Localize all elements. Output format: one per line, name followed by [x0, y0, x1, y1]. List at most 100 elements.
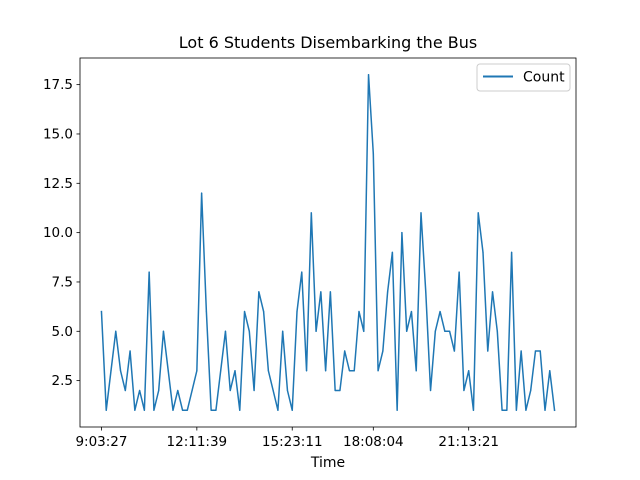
data-point: [353, 370, 355, 372]
data-point: [263, 310, 265, 313]
data-point: [110, 370, 112, 372]
data-point: [339, 389, 341, 392]
legend-box: [476, 63, 571, 92]
y-tick-label: 7.5: [52, 274, 73, 290]
data-point: [205, 310, 207, 313]
data-point: [377, 370, 379, 372]
data-point: [530, 389, 532, 392]
data-point: [387, 291, 389, 293]
data-point: [334, 389, 336, 392]
data-point: [439, 310, 441, 313]
data-point: [472, 409, 475, 411]
x-tick-label: 18:08:04: [343, 434, 404, 450]
data-point: [239, 409, 241, 411]
data-point: [100, 310, 103, 313]
data-point: [501, 409, 503, 411]
x-axis-label: Time: [310, 455, 345, 471]
y-tick-label: 12.5: [43, 176, 73, 192]
chart-title: Lot 6 Students Disembarking the Bus: [179, 33, 477, 52]
data-point: [401, 232, 403, 234]
data-point: [215, 409, 217, 411]
data-point: [429, 389, 432, 392]
data-point: [406, 330, 408, 332]
data-point: [511, 251, 513, 253]
data-point: [224, 330, 227, 332]
data-point: [177, 389, 179, 392]
legend: Count: [476, 63, 571, 92]
series-line-0: [100, 74, 556, 412]
data-point: [367, 74, 370, 76]
data-point: [310, 212, 312, 214]
data-point: [382, 350, 384, 352]
x-tick-label: 21:13:21: [438, 434, 499, 450]
data-point: [372, 153, 374, 155]
data-point: [124, 389, 126, 392]
x-tick-label: 12:11:39: [167, 434, 228, 450]
data-point: [201, 192, 203, 194]
data-point: [253, 389, 255, 392]
data-point: [191, 389, 193, 392]
plot-area: [100, 74, 556, 412]
data-point: [105, 409, 107, 411]
axes-frame: [79, 57, 577, 428]
data-point: [539, 350, 541, 352]
data-point: [434, 330, 436, 332]
data-point: [277, 409, 279, 411]
y-tick-label: 2.5: [52, 373, 73, 389]
data-point: [496, 330, 498, 332]
data-point: [129, 350, 131, 352]
data-point: [148, 271, 150, 273]
data-point: [119, 370, 122, 372]
data-point: [348, 370, 351, 372]
data-point: [325, 370, 327, 372]
data-point: [477, 212, 479, 214]
data-point: [329, 291, 331, 293]
data-point: [181, 409, 184, 411]
legend-label: Count: [523, 70, 565, 86]
data-point: [458, 271, 460, 273]
data-point: [143, 409, 145, 411]
data-point: [210, 409, 212, 411]
data-point: [363, 330, 365, 332]
data-point: [162, 330, 165, 332]
data-point: [449, 330, 451, 332]
x-tick-label: 9:03:27: [75, 434, 127, 450]
data-point: [553, 409, 556, 411]
data-point: [258, 291, 260, 293]
data-point: [358, 310, 360, 313]
data-point: [286, 389, 289, 392]
data-point: [491, 291, 494, 293]
data-point: [391, 251, 393, 253]
data-point: [415, 370, 417, 372]
data-point: [525, 409, 527, 411]
data-point: [291, 409, 293, 411]
data-point: [468, 370, 470, 372]
y-tick-label: 17.5: [43, 77, 73, 93]
data-point: [248, 330, 250, 332]
data-point: [515, 409, 517, 411]
data-point: [172, 409, 174, 411]
data-point: [534, 350, 537, 352]
data-point: [301, 271, 303, 273]
y-tick-label: 10.0: [43, 225, 73, 241]
data-point: [396, 409, 398, 411]
data-point: [272, 389, 274, 392]
data-point: [158, 389, 160, 392]
data-point: [196, 370, 198, 372]
data-point: [167, 370, 169, 372]
data-point: [420, 212, 422, 214]
data-point: [506, 409, 508, 411]
data-point: [410, 310, 413, 313]
y-tick-label: 15.0: [43, 126, 73, 142]
data-point: [425, 291, 427, 293]
y-tick-label: 5.0: [52, 324, 73, 340]
data-point: [229, 389, 231, 392]
data-point: [296, 310, 298, 313]
data-point: [482, 251, 484, 253]
data-point: [243, 310, 246, 313]
data-point: [139, 389, 141, 392]
data-point: [315, 330, 317, 332]
data-point: [520, 350, 522, 352]
data-point: [444, 330, 446, 332]
